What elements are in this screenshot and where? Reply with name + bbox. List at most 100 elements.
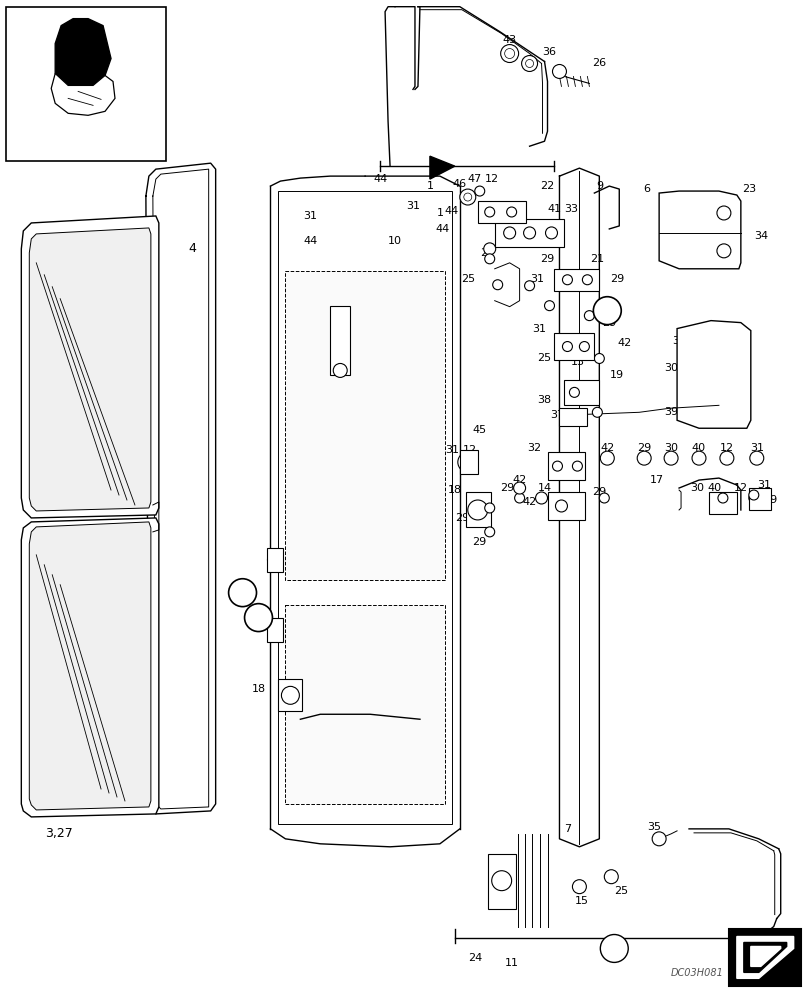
- Text: 25: 25: [460, 274, 474, 284]
- Circle shape: [594, 354, 603, 363]
- Text: 29: 29: [472, 537, 487, 547]
- Text: B: B: [238, 588, 246, 598]
- Text: 17: 17: [650, 475, 663, 485]
- Text: 19: 19: [609, 370, 624, 380]
- Text: 31: 31: [749, 443, 763, 453]
- Text: 3,27: 3,27: [45, 827, 73, 840]
- Circle shape: [593, 297, 620, 325]
- Circle shape: [599, 935, 628, 962]
- Bar: [6, 7, 165, 161]
- Circle shape: [555, 500, 567, 512]
- Text: 35: 35: [646, 822, 660, 832]
- Text: 42: 42: [599, 443, 614, 453]
- Text: A: A: [255, 613, 262, 623]
- Text: 31: 31: [530, 274, 544, 284]
- Text: 30: 30: [663, 443, 677, 453]
- Text: 16: 16: [721, 367, 735, 377]
- Circle shape: [457, 452, 477, 472]
- Circle shape: [484, 207, 494, 217]
- Text: 46: 46: [453, 179, 466, 189]
- Circle shape: [581, 275, 592, 285]
- Text: 4: 4: [189, 242, 196, 255]
- Circle shape: [513, 482, 525, 494]
- Polygon shape: [248, 610, 268, 625]
- Text: 25: 25: [537, 353, 551, 363]
- Circle shape: [333, 363, 347, 377]
- Text: 22: 22: [540, 181, 554, 191]
- Polygon shape: [743, 942, 786, 972]
- Circle shape: [603, 870, 617, 884]
- Text: 11: 11: [504, 958, 518, 968]
- Circle shape: [544, 301, 554, 311]
- Text: 34: 34: [753, 231, 767, 241]
- Bar: [330, 306, 350, 375]
- Bar: [564, 380, 599, 405]
- Text: 12: 12: [484, 174, 498, 184]
- Text: 31: 31: [444, 445, 458, 455]
- Circle shape: [592, 407, 602, 417]
- Text: C: C: [603, 306, 611, 316]
- Bar: [547, 492, 585, 520]
- Text: 29: 29: [762, 495, 777, 505]
- Circle shape: [525, 60, 533, 67]
- Circle shape: [562, 342, 572, 352]
- Circle shape: [500, 45, 518, 63]
- Bar: [554, 333, 594, 360]
- Circle shape: [523, 227, 535, 239]
- Text: 24: 24: [726, 326, 740, 336]
- Text: 44: 44: [372, 174, 387, 184]
- Text: 38: 38: [537, 395, 551, 405]
- Circle shape: [562, 275, 572, 285]
- Polygon shape: [29, 522, 151, 810]
- Circle shape: [535, 492, 547, 504]
- Circle shape: [691, 451, 705, 465]
- Bar: [278, 679, 302, 711]
- Text: 42: 42: [512, 475, 526, 485]
- Text: 37: 37: [550, 410, 564, 420]
- Text: 18: 18: [447, 485, 461, 495]
- Polygon shape: [55, 19, 111, 85]
- Polygon shape: [29, 228, 151, 511]
- Text: 2,28: 2,28: [45, 242, 73, 255]
- Circle shape: [651, 832, 665, 846]
- Circle shape: [229, 579, 256, 607]
- Text: 31: 31: [532, 324, 546, 334]
- Circle shape: [572, 880, 586, 894]
- Circle shape: [491, 871, 511, 891]
- Polygon shape: [429, 156, 454, 179]
- Text: 36: 36: [542, 47, 556, 57]
- Circle shape: [484, 254, 494, 264]
- Circle shape: [244, 604, 272, 632]
- Text: 31: 31: [423, 425, 436, 435]
- Text: 9: 9: [595, 181, 602, 191]
- Circle shape: [463, 193, 471, 201]
- Text: 18: 18: [251, 684, 265, 694]
- Text: 39: 39: [663, 407, 677, 417]
- Circle shape: [521, 56, 537, 71]
- Text: 29: 29: [609, 274, 624, 284]
- Circle shape: [506, 207, 516, 217]
- Text: 30: 30: [663, 363, 677, 373]
- Polygon shape: [659, 191, 740, 269]
- Circle shape: [462, 457, 472, 467]
- Circle shape: [514, 493, 524, 503]
- Text: 31: 31: [756, 480, 770, 490]
- Circle shape: [716, 206, 730, 220]
- Circle shape: [503, 227, 515, 239]
- Bar: [285, 271, 444, 580]
- Circle shape: [474, 186, 484, 196]
- Circle shape: [281, 686, 299, 704]
- Text: 42: 42: [521, 497, 536, 507]
- Circle shape: [584, 311, 594, 321]
- Circle shape: [551, 461, 562, 471]
- Text: 30: 30: [689, 483, 703, 493]
- Circle shape: [267, 552, 283, 568]
- Text: DC03H081: DC03H081: [670, 968, 723, 978]
- Bar: [267, 548, 283, 572]
- Text: 13: 13: [569, 357, 584, 367]
- Text: 26: 26: [591, 58, 606, 68]
- Bar: [728, 929, 800, 986]
- Text: 40: 40: [502, 204, 516, 214]
- Circle shape: [599, 493, 608, 503]
- Circle shape: [484, 503, 494, 513]
